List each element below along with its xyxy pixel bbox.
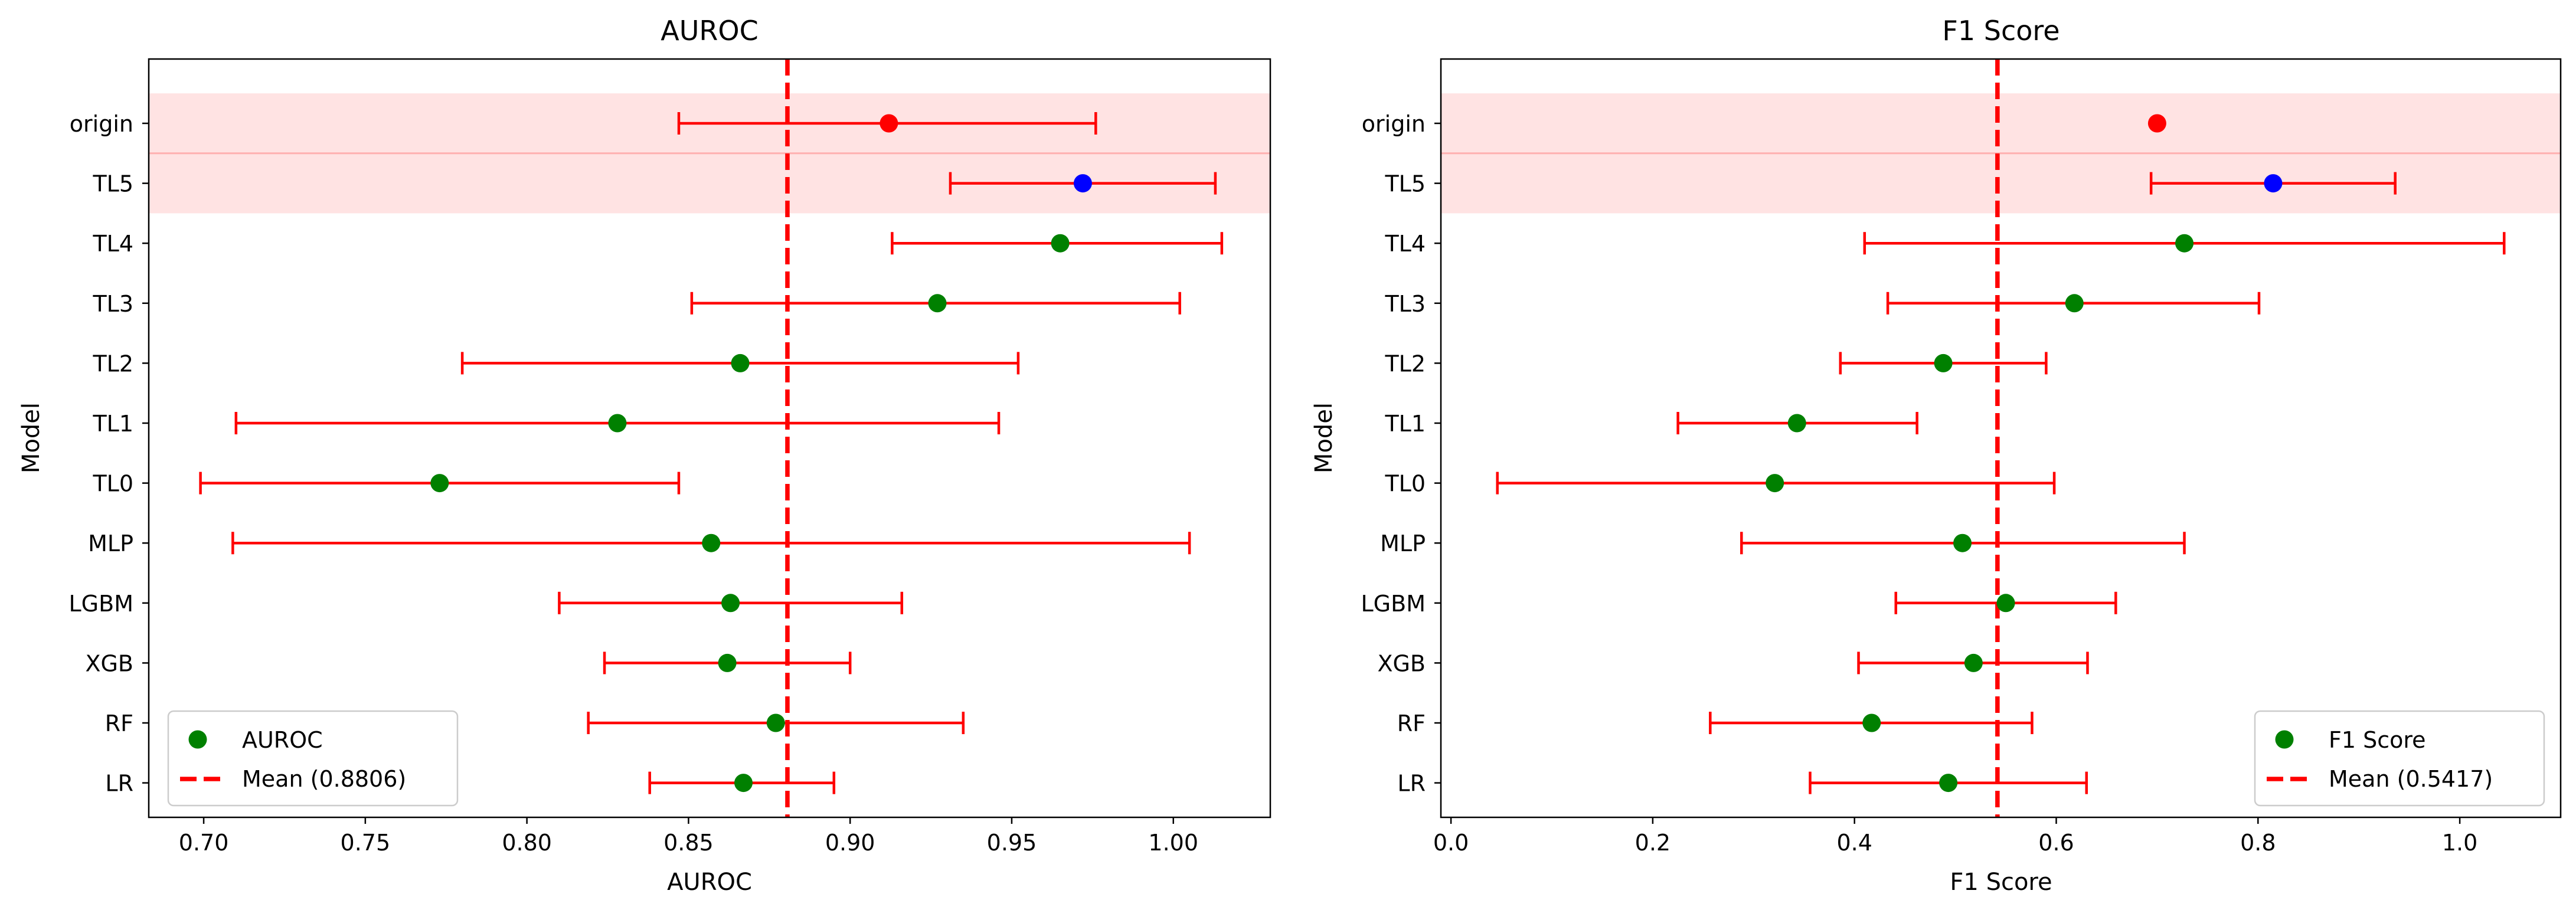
auroc-point-tl1 (608, 414, 627, 433)
auroc-point-tl5 (1073, 174, 1092, 193)
f1-legend: F1 Score Mean (0.5417) (2254, 710, 2545, 807)
auroc-y-axis-label: Model (18, 402, 45, 473)
f1-xtick-label: 0.6 (2038, 830, 2074, 856)
f1-ytick-label-lr: LR (1397, 771, 1426, 797)
auroc-xtick-label: 0.85 (663, 830, 714, 856)
f1-xtick-label: 0.2 (1635, 830, 1671, 856)
f1-ytick-label-mlp: MLP (1380, 531, 1426, 557)
f1-point-xgb (1964, 653, 1983, 672)
auroc-ytick-label-lr: LR (105, 771, 133, 797)
f1-title: F1 Score (1942, 15, 2060, 47)
auroc-xtick-label: 1.00 (1148, 830, 1198, 856)
auroc-panel: AUROC AUROC Model origin TL5 TL4 TL3 TL2 TL1 T… (18, 15, 1271, 896)
f1-point-mlp (1953, 533, 1972, 552)
auroc-point-lr (734, 774, 753, 793)
f1-ytick-label-tl4: TL4 (1384, 231, 1426, 257)
f1-ytick-label-tl3: TL3 (1384, 291, 1426, 317)
auroc-point-tl4 (1051, 234, 1070, 253)
f1-ytick-label-tl2: TL2 (1384, 351, 1426, 377)
auroc-ytick-label-rf: RF (105, 711, 133, 736)
f1-point-tl2 (1934, 353, 1953, 372)
auroc-point-mlp (702, 533, 721, 552)
f1-ytick-label-lgbm: LGBM (1361, 591, 1426, 617)
auroc-legend-point-swatch (188, 730, 207, 749)
auroc-ytick-label-xgb: XGB (85, 650, 133, 676)
f1-point-rf (1862, 713, 1881, 732)
auroc-xtick-label: 0.90 (825, 830, 875, 856)
auroc-point-origin (880, 114, 898, 133)
f1-plot-frame (1440, 58, 2562, 819)
auroc-plot-frame (148, 58, 1271, 819)
f1-point-origin (2147, 114, 2166, 133)
f1-ytick-label-rf: RF (1397, 711, 1426, 736)
f1-xtick-label: 0.4 (1836, 830, 1872, 856)
auroc-xtick-label: 0.95 (987, 830, 1037, 856)
f1-point-tl3 (2065, 294, 2084, 313)
f1-ytick-label-tl5: TL5 (1384, 171, 1426, 197)
f1-ytick-label-origin: origin (1362, 111, 1426, 137)
f1-point-lgbm (1996, 594, 2015, 613)
auroc-legend-box (167, 710, 459, 807)
auroc-point-xgb (718, 653, 737, 672)
f1-x-axis-label: F1 Score (1950, 869, 2052, 896)
auroc-point-tl2 (731, 353, 750, 372)
auroc-legend: AUROC Mean (0.8806) (167, 710, 459, 807)
f1-xtick-label: 0.8 (2240, 830, 2276, 856)
f1-point-tl4 (2175, 234, 2194, 253)
f1-legend-point-swatch (2275, 730, 2294, 749)
auroc-ytick-label-tl5: TL5 (92, 171, 133, 197)
f1-xtick-label: 1.0 (2442, 830, 2477, 856)
auroc-xtick-label: 0.70 (179, 830, 229, 856)
f1-xtick-label: 0.0 (1433, 830, 1469, 856)
auroc-legend-mean-label: Mean (0.8806) (242, 766, 406, 792)
f1-point-lr (1939, 774, 1958, 793)
f1-ytick-label-tl0: TL0 (1384, 471, 1426, 497)
auroc-x-axis-label: AUROC (667, 869, 752, 896)
auroc-ytick-label-origin: origin (70, 111, 133, 137)
f1-legend-mean-label: Mean (0.5417) (2329, 766, 2493, 792)
f1-point-tl5 (2264, 174, 2283, 193)
f1-legend-points-label: F1 Score (2329, 727, 2426, 753)
auroc-title: AUROC (661, 15, 758, 47)
auroc-point-lgbm (721, 594, 740, 613)
auroc-point-tl0 (430, 474, 449, 493)
f1-ytick-label-tl1: TL1 (1384, 411, 1426, 437)
auroc-ytick-label-tl3: TL3 (92, 291, 133, 317)
auroc-xtick-label: 0.80 (502, 830, 552, 856)
auroc-legend-points-label: AUROC (242, 727, 323, 753)
auroc-point-tl3 (928, 294, 947, 313)
f1-y-axis-label: Model (1310, 402, 1338, 473)
auroc-ytick-label-tl4: TL4 (92, 231, 133, 257)
auroc-ytick-label-tl0: TL0 (92, 471, 133, 497)
f1-ytick-label-xgb: XGB (1377, 650, 1426, 676)
f1-legend-box (2254, 710, 2545, 807)
f1-point-tl0 (1766, 474, 1784, 493)
auroc-ytick-label-mlp: MLP (88, 531, 133, 557)
auroc-ytick-label-tl2: TL2 (92, 351, 133, 377)
f1-panel: F1 Score F1 Score Model origin TL5 TL4 TL3 T… (1310, 15, 2562, 896)
auroc-xtick-label: 0.75 (341, 830, 391, 856)
auroc-ytick-label-tl1: TL1 (92, 411, 133, 437)
auroc-ytick-label-lgbm: LGBM (69, 591, 133, 617)
auroc-point-rf (766, 713, 785, 732)
f1-point-tl1 (1787, 414, 1806, 433)
